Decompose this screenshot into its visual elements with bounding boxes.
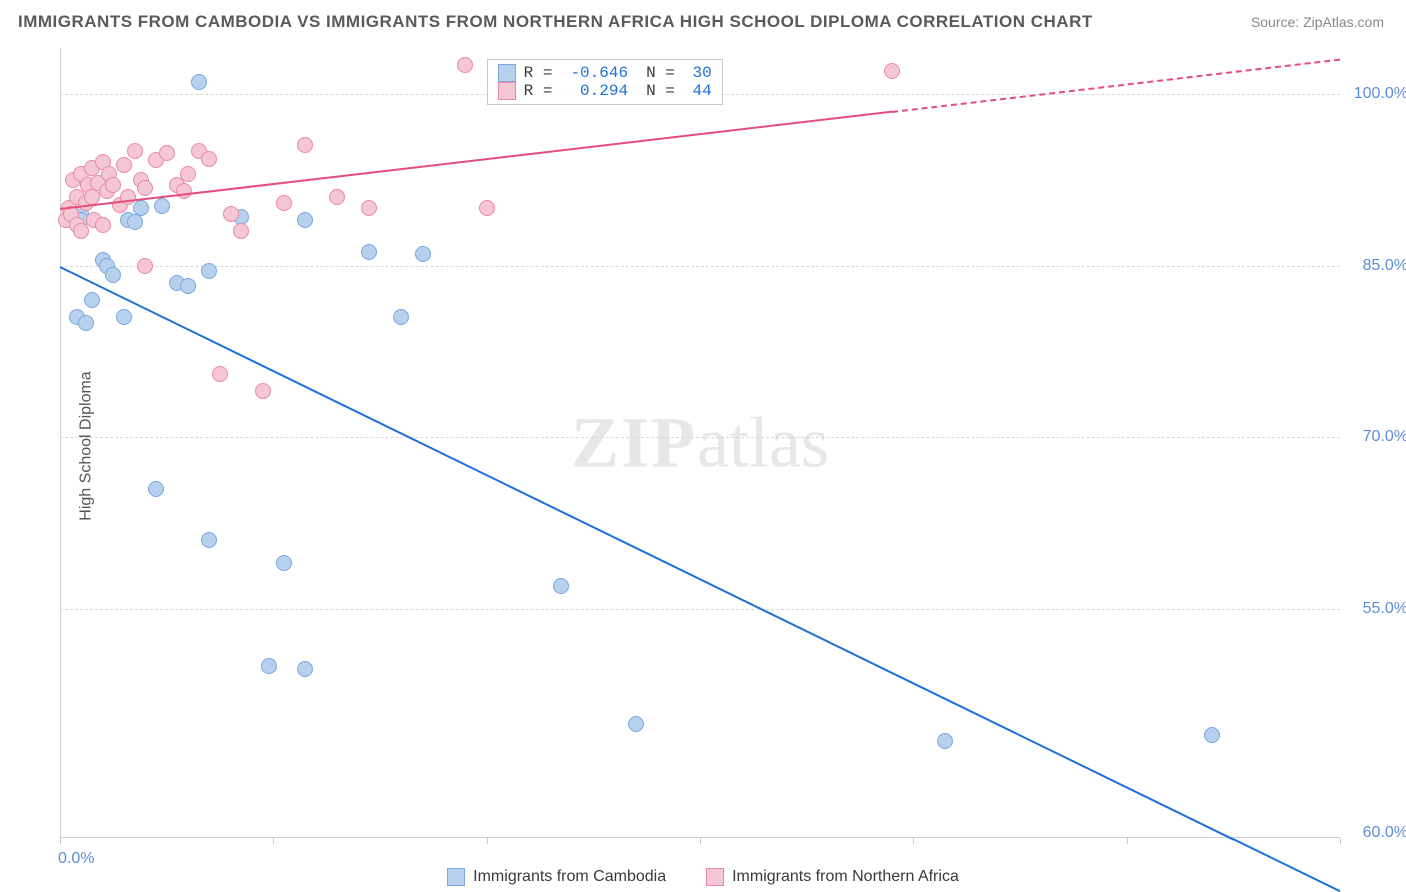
chart-plot-area: ZIPatlas 55.0%70.0%85.0%100.0%0.0%60.0%R… [60, 48, 1340, 838]
x-tick [913, 838, 914, 844]
source-link[interactable]: ZipAtlas.com [1303, 14, 1384, 30]
correlation-row-cambodia: R = -0.646N = 30 [498, 64, 712, 82]
data-point-nafrica [127, 143, 143, 159]
data-point-cambodia [201, 263, 217, 279]
correlation-legend: R = -0.646N = 30R = 0.294N = 44 [487, 59, 723, 105]
data-point-nafrica [176, 183, 192, 199]
data-point-nafrica [233, 223, 249, 239]
gridline [60, 609, 1340, 610]
watermark-atlas: atlas [697, 403, 829, 483]
data-point-cambodia [937, 733, 953, 749]
legend-item-nafrica: Immigrants from Northern Africa [706, 868, 959, 886]
data-point-cambodia [393, 309, 409, 325]
data-point-nafrica [297, 137, 313, 153]
data-point-cambodia [191, 74, 207, 90]
x-tick [487, 838, 488, 844]
data-point-nafrica [212, 366, 228, 382]
data-point-cambodia [148, 481, 164, 497]
x-tick [1340, 838, 1341, 844]
data-point-nafrica [884, 63, 900, 79]
correlation-swatch-cambodia [498, 64, 516, 82]
data-point-cambodia [297, 212, 313, 228]
data-point-cambodia [105, 267, 121, 283]
data-point-nafrica [73, 223, 89, 239]
data-point-cambodia [180, 278, 196, 294]
data-point-nafrica [479, 200, 495, 216]
trendline [60, 266, 1234, 840]
x-tick-label: 0.0% [58, 850, 94, 868]
y-tick-label: 70.0% [1348, 428, 1406, 446]
data-point-nafrica [95, 217, 111, 233]
legend-item-cambodia: Immigrants from Cambodia [447, 868, 666, 886]
data-point-cambodia [201, 532, 217, 548]
data-point-cambodia [276, 555, 292, 571]
chart-title: IMMIGRANTS FROM CAMBODIA VS IMMIGRANTS F… [18, 12, 1093, 32]
data-point-nafrica [137, 180, 153, 196]
data-point-nafrica [105, 177, 121, 193]
data-point-cambodia [297, 661, 313, 677]
data-point-nafrica [457, 57, 473, 73]
legend-label-cambodia: Immigrants from Cambodia [473, 868, 666, 886]
data-point-cambodia [116, 309, 132, 325]
y-tick-label: 85.0% [1348, 257, 1406, 275]
watermark-zip: ZIP [571, 403, 697, 483]
x-tick [700, 838, 701, 844]
watermark: ZIPatlas [571, 402, 829, 485]
data-point-nafrica [276, 195, 292, 211]
x-tick-label: 60.0% [1363, 824, 1406, 842]
data-point-nafrica [361, 200, 377, 216]
data-point-cambodia [361, 244, 377, 260]
legend-swatch-cambodia [447, 868, 465, 886]
data-point-nafrica [255, 383, 271, 399]
trendline [892, 59, 1340, 113]
data-point-cambodia [127, 214, 143, 230]
source-label: Source: [1251, 14, 1303, 30]
data-point-nafrica [159, 145, 175, 161]
data-point-cambodia [415, 246, 431, 262]
x-tick [273, 838, 274, 844]
data-point-nafrica [137, 258, 153, 274]
data-point-nafrica [223, 206, 239, 222]
y-axis-line [60, 48, 61, 838]
data-point-nafrica [84, 189, 100, 205]
y-tick-label: 100.0% [1348, 85, 1406, 103]
x-tick [60, 838, 61, 844]
source-attribution: Source: ZipAtlas.com [1251, 14, 1384, 30]
correlation-row-nafrica: R = 0.294N = 44 [498, 82, 712, 100]
legend-label-nafrica: Immigrants from Northern Africa [732, 868, 959, 886]
correlation-swatch-nafrica [498, 82, 516, 100]
legend-swatch-nafrica [706, 868, 724, 886]
y-tick-label: 55.0% [1348, 600, 1406, 618]
data-point-cambodia [133, 200, 149, 216]
data-point-cambodia [78, 315, 94, 331]
data-point-cambodia [84, 292, 100, 308]
data-point-cambodia [628, 716, 644, 732]
data-point-cambodia [553, 578, 569, 594]
data-point-nafrica [329, 189, 345, 205]
trendline [60, 111, 892, 210]
data-point-cambodia [154, 198, 170, 214]
gridline [60, 437, 1340, 438]
data-point-nafrica [180, 166, 196, 182]
data-point-nafrica [201, 151, 217, 167]
data-point-nafrica [116, 157, 132, 173]
bottom-legend: Immigrants from Cambodia Immigrants from… [0, 868, 1406, 886]
gridline [60, 266, 1340, 267]
x-tick [1127, 838, 1128, 844]
scatter-plot: ZIPatlas 55.0%70.0%85.0%100.0%0.0%60.0%R… [60, 48, 1340, 838]
data-point-cambodia [1204, 727, 1220, 743]
data-point-cambodia [261, 658, 277, 674]
